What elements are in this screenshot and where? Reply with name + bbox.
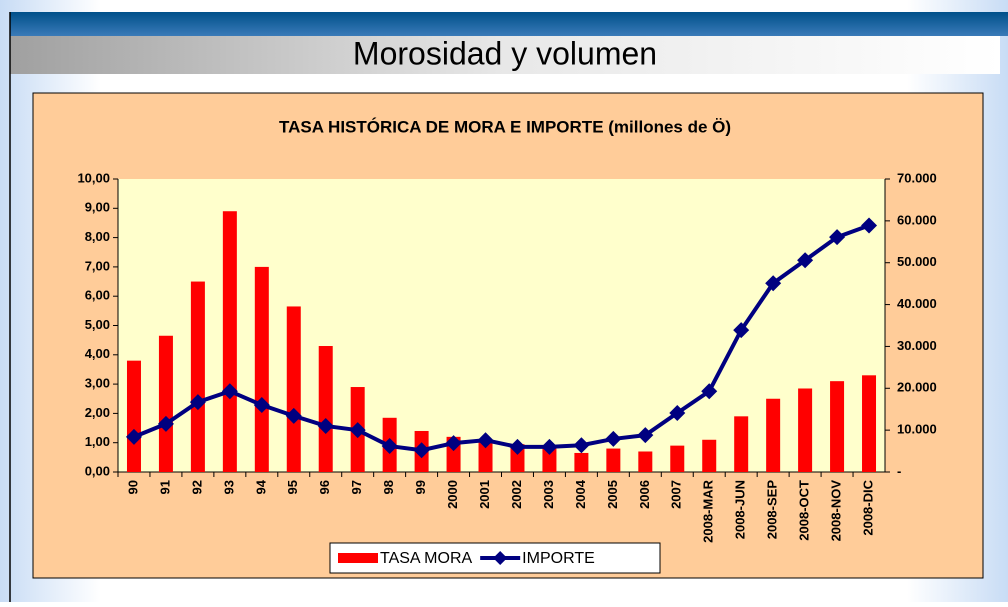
y-tick-label: 1,00 bbox=[85, 434, 110, 449]
x-tick-label: 97 bbox=[349, 480, 364, 494]
y-tick-label: 3,00 bbox=[85, 376, 110, 391]
marker bbox=[765, 275, 782, 292]
marker bbox=[605, 430, 622, 447]
y-tick-label: 6,00 bbox=[85, 288, 110, 303]
marker bbox=[189, 394, 206, 411]
y-tick-label: 0,00 bbox=[85, 463, 110, 478]
bar bbox=[190, 281, 205, 472]
marker bbox=[413, 442, 430, 459]
x-tick-label: 93 bbox=[221, 480, 236, 494]
marker bbox=[157, 415, 174, 432]
marker bbox=[573, 437, 590, 454]
bar bbox=[126, 360, 141, 472]
title-band bbox=[10, 36, 1000, 74]
marker bbox=[861, 217, 878, 234]
x-tick-label: 2006 bbox=[637, 480, 652, 509]
marker bbox=[669, 404, 686, 421]
x-tick-label: 2004 bbox=[573, 479, 588, 509]
marker bbox=[285, 407, 302, 424]
chart-title: TASA HISTÓRICA DE MORA E IMPORTE (millon… bbox=[279, 117, 731, 136]
x-tick-label: 98 bbox=[381, 480, 396, 494]
y2-tick-label: 50.000 bbox=[897, 254, 937, 269]
x-tick-label: 2007 bbox=[669, 480, 684, 509]
legend-label: TASA MORA bbox=[380, 550, 472, 567]
legend-swatch bbox=[338, 553, 378, 563]
x-tick-label: 92 bbox=[189, 480, 204, 494]
bar bbox=[318, 346, 333, 472]
y-tick-label: 2,00 bbox=[85, 405, 110, 420]
bar bbox=[542, 447, 557, 472]
marker bbox=[509, 438, 526, 455]
bar bbox=[798, 388, 813, 472]
legend-swatch bbox=[493, 551, 508, 565]
bar bbox=[670, 445, 685, 472]
bar bbox=[830, 381, 845, 472]
y-tick-label: 9,00 bbox=[85, 200, 110, 215]
x-tick-label: 95 bbox=[285, 480, 300, 494]
top-bar bbox=[10, 12, 1008, 36]
x-tick-label: 2001 bbox=[477, 480, 492, 509]
x-tick-label: 96 bbox=[317, 480, 332, 494]
bar bbox=[606, 448, 621, 472]
plot-area bbox=[118, 179, 885, 472]
x-tick-label: 99 bbox=[413, 480, 428, 494]
bar bbox=[478, 439, 493, 472]
y-tick-label: 5,00 bbox=[85, 317, 110, 332]
marker bbox=[253, 397, 270, 414]
y-tick-label: 10,00 bbox=[77, 170, 110, 185]
marker bbox=[541, 438, 558, 455]
bar bbox=[158, 335, 173, 472]
x-tick-label: 2008-MAR bbox=[701, 479, 716, 542]
x-tick-label: 2008-OCT bbox=[797, 480, 812, 541]
y-tick-label: 7,00 bbox=[85, 258, 110, 273]
marker bbox=[125, 428, 142, 445]
x-tick-label: 2000 bbox=[445, 480, 460, 509]
bar bbox=[734, 416, 749, 472]
y2-tick-label: 30.000 bbox=[897, 338, 937, 353]
marker bbox=[637, 427, 654, 444]
marker bbox=[733, 322, 750, 339]
marker bbox=[477, 432, 494, 449]
x-tick-label: 2008-SEP bbox=[765, 480, 780, 540]
bar bbox=[638, 451, 653, 472]
y2-tick-label: 60.000 bbox=[897, 212, 937, 227]
marker bbox=[701, 383, 718, 400]
x-tick-label: 2008-NOV bbox=[829, 480, 844, 542]
bar bbox=[254, 266, 269, 472]
y2-tick-label: - bbox=[897, 463, 901, 478]
x-tick-label: 91 bbox=[157, 480, 172, 494]
bar bbox=[286, 306, 301, 472]
marker bbox=[221, 383, 238, 400]
bar bbox=[702, 439, 717, 472]
bar bbox=[766, 398, 781, 472]
x-tick-label: 2005 bbox=[605, 480, 620, 509]
x-tick-label: 2008-JUN bbox=[733, 480, 748, 539]
y2-tick-label: 10.000 bbox=[897, 422, 937, 437]
marker bbox=[797, 252, 814, 269]
y2-tick-label: 20.000 bbox=[897, 380, 937, 395]
marker bbox=[381, 438, 398, 455]
x-tick-label: 2002 bbox=[509, 480, 524, 509]
y-tick-label: 4,00 bbox=[85, 346, 110, 361]
x-tick-label: 2003 bbox=[541, 480, 556, 509]
slide-title: Morosidad y volumen bbox=[353, 35, 657, 71]
legend-label: IMPORTE bbox=[522, 550, 595, 567]
chart: 0,00 1,00 2,00 3,00 4,00 5,00 6,00 7,00 8,00 9,00… bbox=[77, 170, 937, 574]
marker bbox=[317, 417, 334, 434]
bar bbox=[574, 452, 589, 472]
y-tick-label: 8,00 bbox=[85, 229, 110, 244]
x-tick-label: 90 bbox=[125, 480, 140, 494]
marker bbox=[349, 422, 366, 439]
marker bbox=[829, 229, 846, 246]
y2-tick-label: 40.000 bbox=[897, 296, 937, 311]
bar bbox=[862, 375, 877, 472]
marker bbox=[445, 435, 462, 452]
x-tick-label: 94 bbox=[253, 479, 268, 494]
y2-tick-label: 70.000 bbox=[897, 170, 937, 185]
bar bbox=[222, 211, 237, 473]
x-tick-label: 2008-DIC bbox=[860, 479, 875, 535]
